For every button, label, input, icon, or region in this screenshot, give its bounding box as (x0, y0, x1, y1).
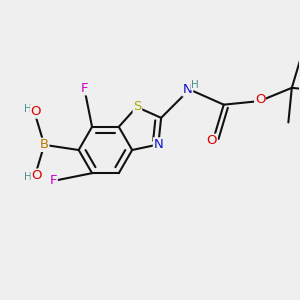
Text: O: O (31, 105, 41, 118)
Text: H: H (24, 103, 32, 114)
Text: S: S (133, 100, 142, 113)
Text: H: H (25, 172, 32, 182)
Text: O: O (255, 94, 265, 106)
Text: F: F (81, 82, 88, 95)
Text: O: O (31, 169, 42, 182)
Text: F: F (50, 174, 57, 187)
Text: N: N (183, 83, 193, 96)
Text: B: B (40, 138, 49, 151)
Text: N: N (154, 138, 163, 151)
Text: O: O (207, 134, 217, 147)
Text: H: H (191, 80, 199, 90)
